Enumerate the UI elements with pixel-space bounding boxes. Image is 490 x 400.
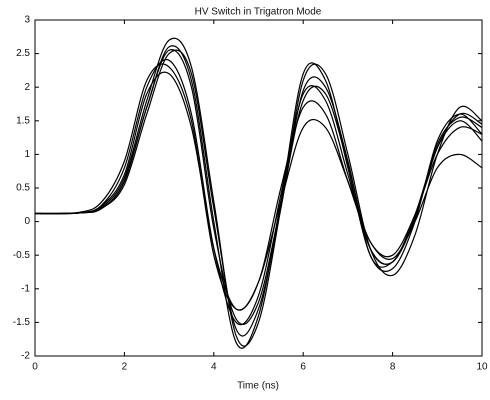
- x-tick-label: 6: [300, 362, 306, 373]
- y-tick-label: -1: [21, 283, 30, 294]
- x-axis-label: Time (ns): [237, 381, 279, 392]
- y-tick-label: -2: [21, 351, 30, 362]
- y-tick-label: 1: [24, 149, 30, 160]
- series-line: [34, 58, 483, 326]
- chart-title: HV Switch in Trigatron Mode: [195, 7, 322, 18]
- y-tick-label: 3: [24, 15, 30, 26]
- series-line: [34, 63, 483, 311]
- series-line: [34, 37, 483, 347]
- x-tick-label: 0: [32, 362, 38, 373]
- x-tick-label: 4: [211, 362, 217, 373]
- x-tick-label: 10: [476, 362, 488, 373]
- y-tick-label: 1.5: [16, 115, 30, 126]
- x-tick-label: 2: [122, 362, 128, 373]
- y-tick-label: 2: [24, 82, 30, 93]
- series-line: [34, 49, 483, 325]
- x-tick-label: 8: [390, 362, 396, 373]
- plot-frame: [34, 19, 483, 357]
- y-tick-label: -1.5: [13, 317, 31, 328]
- y-tick-label: -0.5: [13, 250, 31, 261]
- y-tick-label: 0.5: [16, 183, 30, 194]
- y-tick-label: 0: [24, 216, 30, 227]
- series-line: [34, 49, 483, 337]
- series-line: [34, 71, 483, 311]
- y-tick-label: 2.5: [16, 48, 30, 59]
